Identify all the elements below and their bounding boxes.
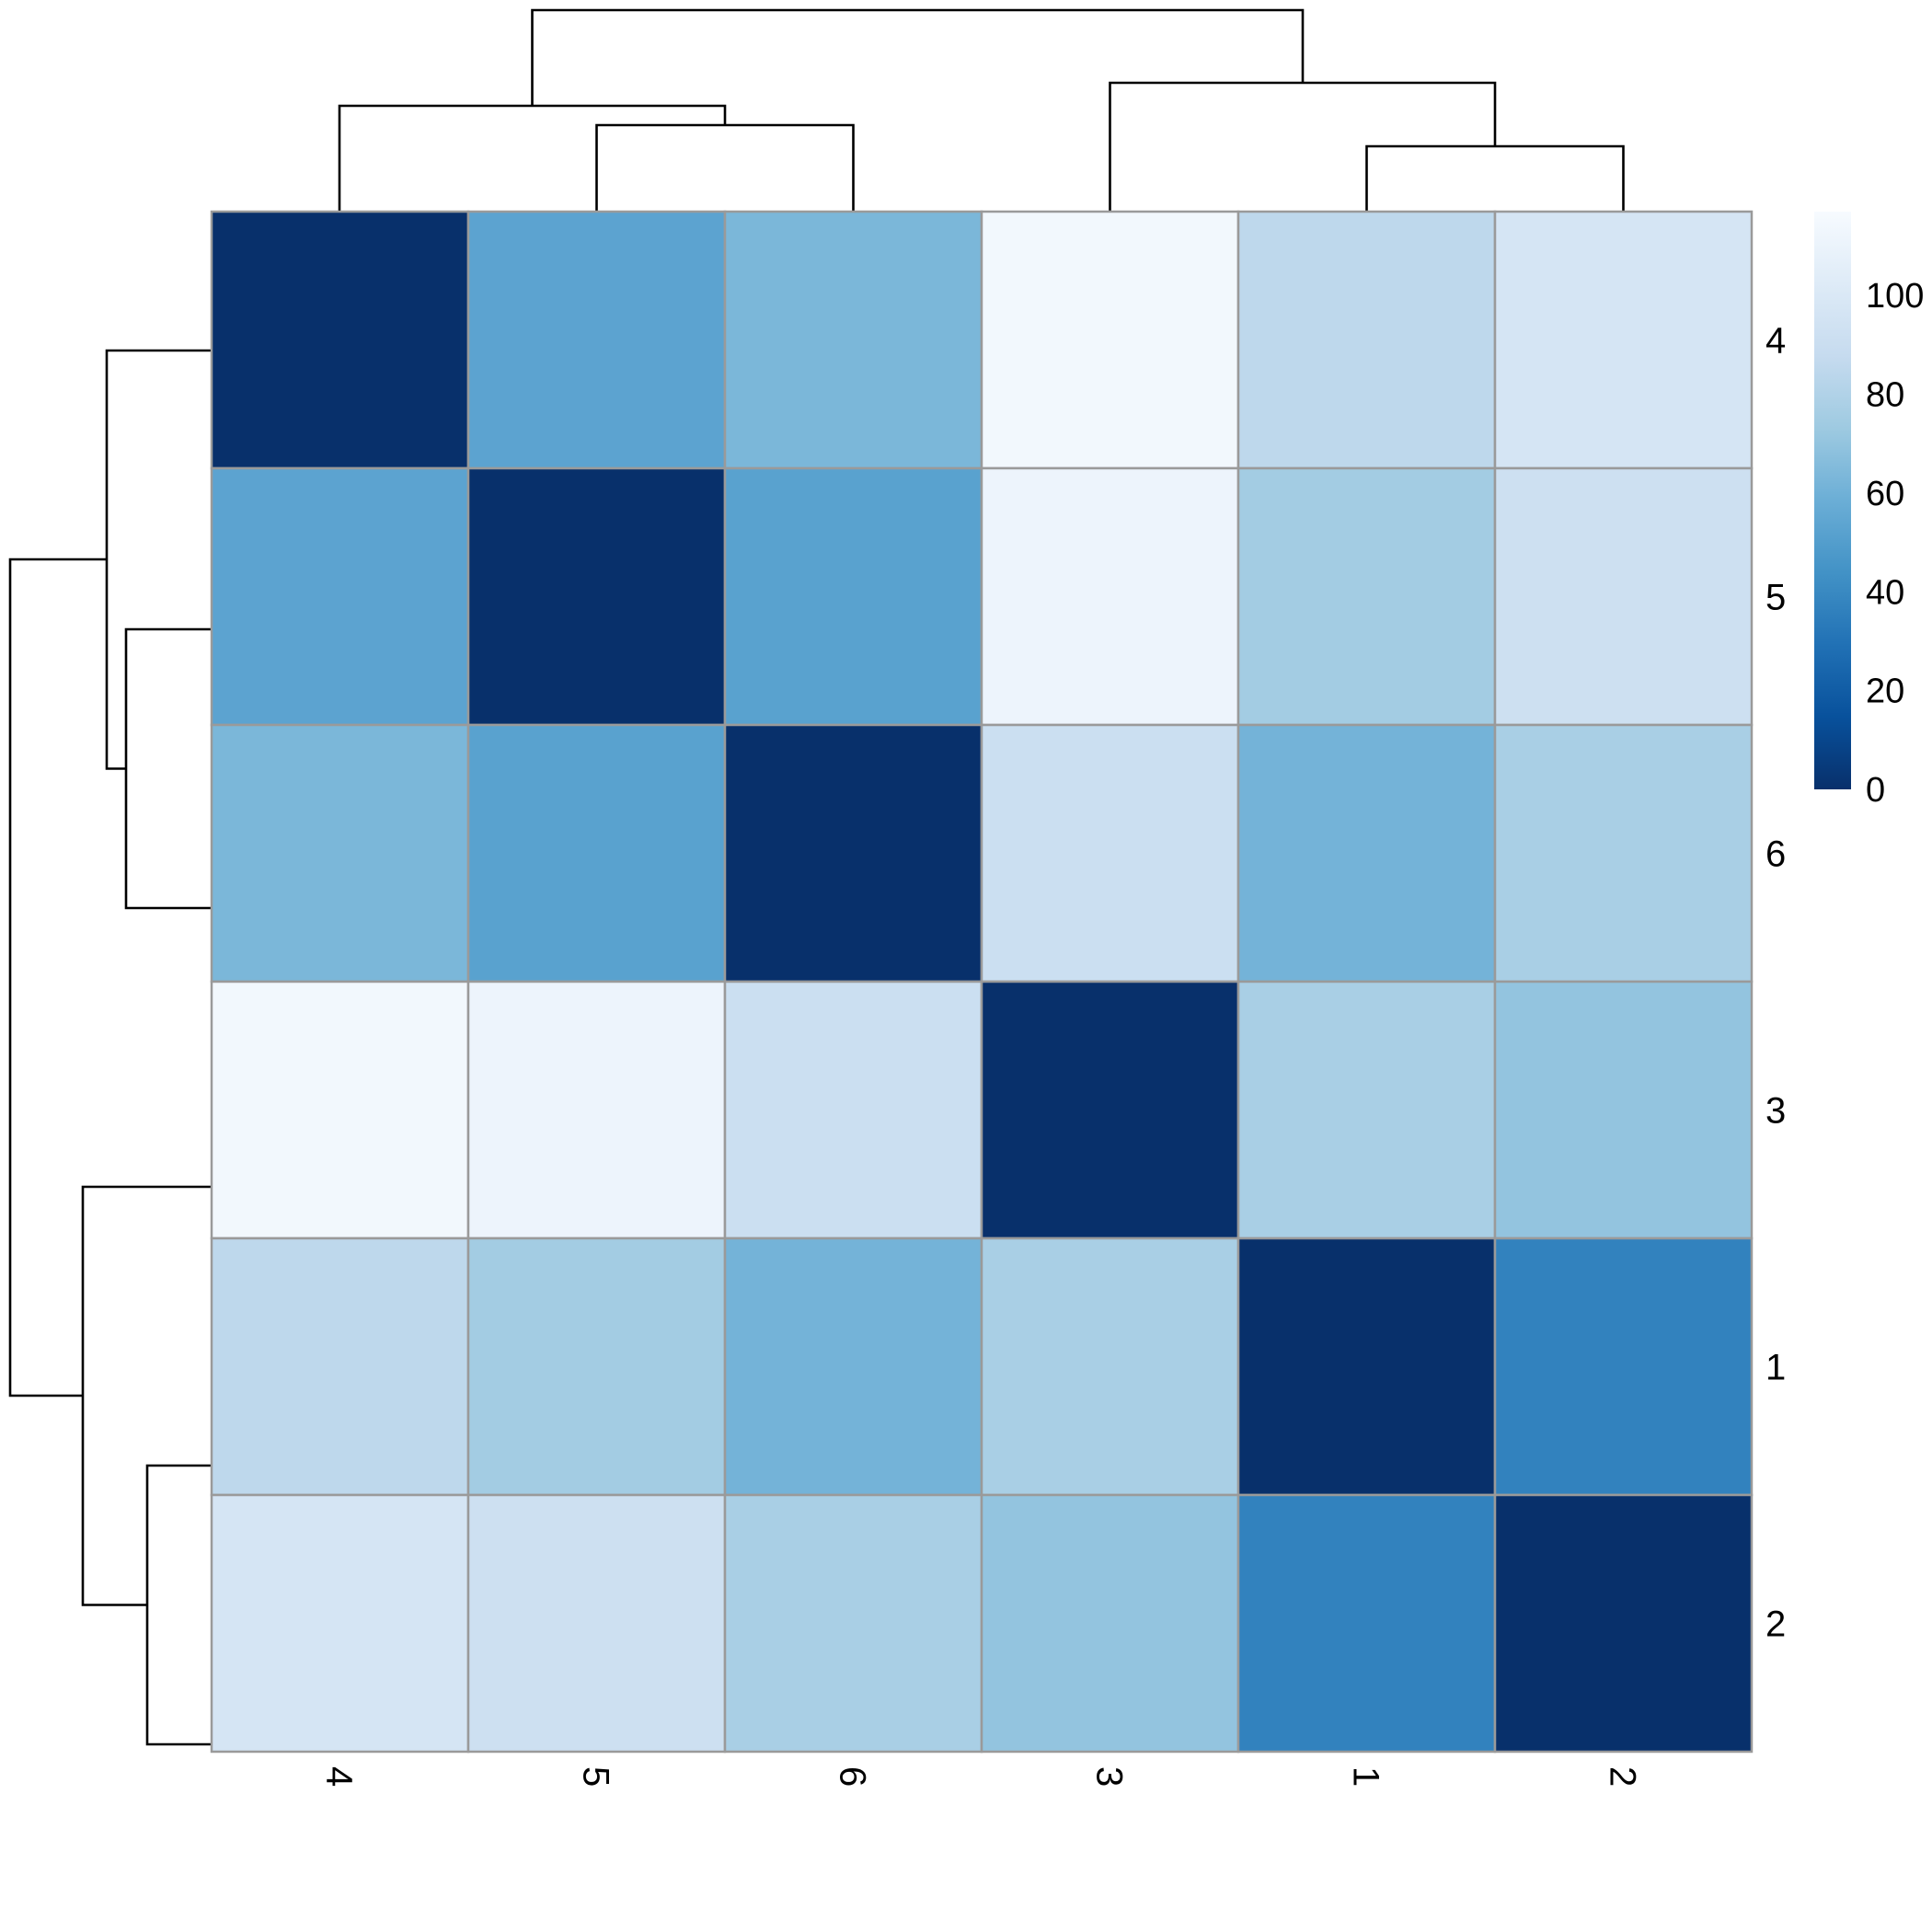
heatmap-cell-r5-c2 [1493, 466, 1754, 727]
heatmap-cell-r3-c1 [1236, 980, 1497, 1240]
row-label: 3 [1765, 1091, 1786, 1132]
row-dendrogram-merge-5-6 [124, 627, 212, 910]
heatmap-cell-r1-c4 [210, 1236, 470, 1497]
row-dendrogram-merge-1-2 [145, 1464, 212, 1746]
row-label: 5 [1765, 578, 1786, 618]
row-labels: 4 5 6 3 1 2 [1765, 321, 1786, 1645]
row-dendrogram [8, 349, 212, 1746]
column-dendrogram [338, 8, 1625, 212]
legend-tick-label: 100 [1866, 277, 1924, 316]
column-label: 2 [1603, 1766, 1643, 1787]
heatmap-cell-r2-c4 [210, 1493, 470, 1754]
row-label: 1 [1765, 1348, 1786, 1388]
heatmap-cell-r6-c1 [1236, 723, 1497, 983]
heatmap-cell-r4-c4 [210, 210, 470, 470]
heatmap-cell-r6-c5 [466, 723, 727, 983]
heatmap-cell-r4-c2 [1493, 210, 1754, 470]
heatmap-cell-r1-c6 [723, 1236, 983, 1497]
color-legend-bar [1814, 212, 1851, 789]
col-dendrogram-root [531, 8, 1305, 106]
col-dendrogram-merge-5-6 [595, 123, 855, 212]
col-dendrogram-merge-4-56 [338, 104, 727, 212]
legend-tick-label: 40 [1866, 573, 1904, 612]
heatmap-cell-r3-c5 [466, 980, 727, 1240]
legend-tick-label: 80 [1866, 376, 1904, 415]
col-dendrogram-merge-1-2 [1365, 144, 1625, 212]
heatmap-cell-r1-c3 [980, 1236, 1240, 1497]
column-label: 4 [319, 1766, 360, 1787]
legend-tick-label: 20 [1866, 673, 1904, 711]
heatmap-cell-r2-c5 [466, 1493, 727, 1754]
heatmap-cell-r6-c2 [1493, 723, 1754, 983]
heatmap-cell-r4-c1 [1236, 210, 1497, 470]
heatmap-cell-r1-c2 [1493, 1236, 1754, 1497]
heatmap-cell-r6-c4 [210, 723, 470, 983]
heatmap-cell-r3-c6 [723, 980, 983, 1240]
color-legend-ticks: 0 20 40 60 80 100 [1866, 277, 1924, 810]
row-dendrogram-merge-4-56 [105, 349, 212, 770]
heatmap-cell-r5-c5 [466, 466, 727, 727]
heatmap-cell-r1-c1 [1236, 1236, 1497, 1497]
column-label: 3 [1089, 1766, 1130, 1787]
heatmap-cell-r6-c3 [980, 723, 1240, 983]
heatmap-cell-r4-c5 [466, 210, 727, 470]
heatmap-cell-r4-c3 [980, 210, 1240, 470]
heatmap-cell-r2-c2 [1493, 1493, 1754, 1754]
heatmap-cell-r5-c6 [723, 466, 983, 727]
heatmap-cell-r2-c3 [980, 1493, 1240, 1754]
row-label: 4 [1765, 321, 1786, 362]
heatmap-cell-r3-c4 [210, 980, 470, 1240]
heatmap-cells [210, 210, 1754, 1754]
heatmap-cell-r3-c2 [1493, 980, 1754, 1240]
heatmap-cell-r2-c6 [723, 1493, 983, 1754]
heatmap-cell-r5-c3 [980, 466, 1240, 727]
color-legend: 0 20 40 60 80 100 [1814, 212, 1924, 810]
heatmap-cell-r5-c4 [210, 466, 470, 727]
column-label: 5 [576, 1766, 616, 1787]
row-label: 2 [1765, 1604, 1786, 1645]
heatmap-cell-r5-c1 [1236, 466, 1497, 727]
legend-tick-label: 60 [1866, 475, 1904, 513]
heatmap-cell-r6-c6 [723, 723, 983, 983]
column-label: 1 [1346, 1766, 1386, 1787]
heatmap-cell-r1-c5 [466, 1236, 727, 1497]
heatmap-cell-r4-c6 [723, 210, 983, 470]
heatmap-cell-r2-c1 [1236, 1493, 1497, 1754]
heatmap-cell-r3-c3 [980, 980, 1240, 1240]
row-dendrogram-root [8, 558, 107, 1397]
legend-tick-label: 0 [1866, 771, 1885, 810]
column-label: 6 [833, 1766, 873, 1787]
row-label: 6 [1765, 834, 1786, 875]
column-labels: 4 5 6 3 1 2 [319, 1766, 1643, 1787]
